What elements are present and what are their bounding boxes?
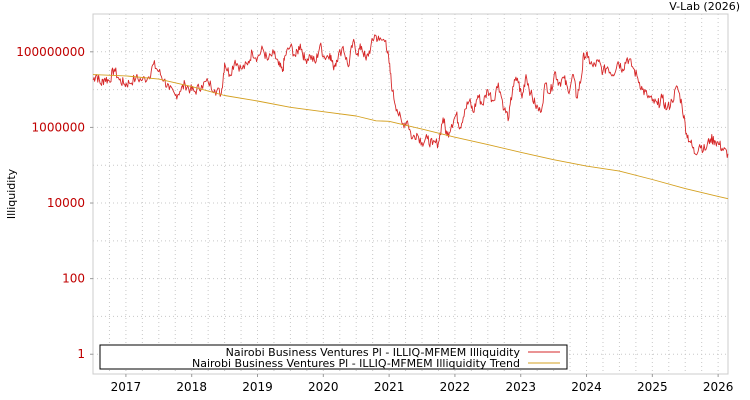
x-tick-label: 2025 (637, 380, 668, 394)
x-tick-label: 2019 (242, 380, 273, 394)
y-tick-label: 1000000 (32, 120, 85, 134)
series-line-trend (92, 74, 729, 200)
y-tick-label: 100000000 (16, 45, 85, 59)
y-axis-label: Illiquidity (5, 168, 18, 219)
y-axis-ticks: 1 100 10000 1000000 100000000 (16, 45, 93, 361)
x-tick-label: 2026 (703, 380, 734, 394)
x-tick-label: 2023 (505, 380, 536, 394)
x-tick-label: 2017 (111, 380, 142, 394)
x-tick-label: 2018 (176, 380, 207, 394)
legend: Nairobi Business Ventures Pl - ILLIQ-MFM… (99, 344, 568, 370)
x-tick-label: 2021 (374, 380, 405, 394)
legend-label-trend: Nairobi Business Ventures Pl - ILLIQ-MFM… (192, 357, 520, 370)
x-tick-label: 2020 (308, 380, 339, 394)
plot-frame (92, 13, 729, 375)
y-tick-label: 100 (62, 272, 85, 286)
x-tick-label: 2024 (571, 380, 602, 394)
legend-box (99, 344, 568, 370)
chart-gridlines (92, 13, 728, 374)
series-line-illiquidity (92, 34, 729, 158)
y-tick-label: 1 (77, 347, 85, 361)
series-lines (92, 34, 729, 200)
x-tick-label: 2022 (440, 380, 471, 394)
x-axis-ticks: 2017 2018 2019 2020 2021 2022 2023 2024 2025 2026 (111, 374, 734, 394)
y-tick-label: 10000 (47, 196, 85, 210)
legend-label-illiquidity: Nairobi Business Ventures Pl - ILLIQ-MFM… (226, 346, 521, 359)
chart-credit: V-Lab (2026) (669, 0, 740, 13)
